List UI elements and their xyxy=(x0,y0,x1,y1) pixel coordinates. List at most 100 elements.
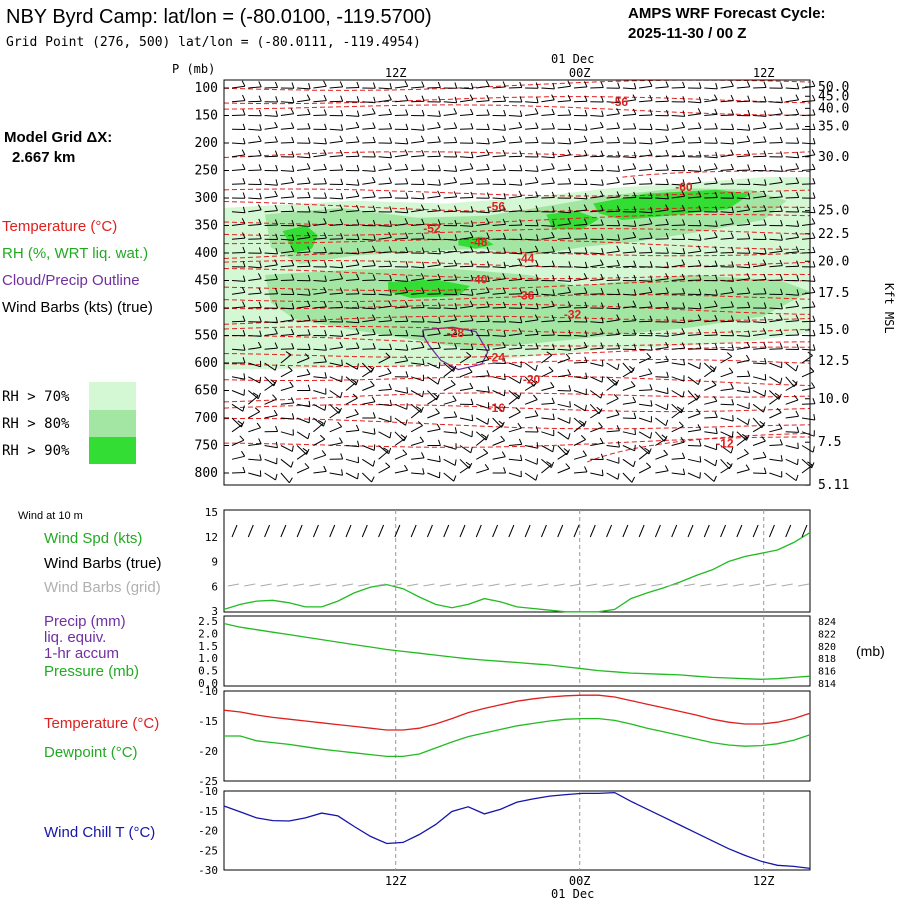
wind-barb xyxy=(687,456,702,463)
wind-barb-flag xyxy=(630,381,636,387)
wind-barb-staff xyxy=(443,279,457,281)
wind-barb-flag xyxy=(355,259,360,266)
wind-barb xyxy=(411,273,425,281)
wind-barb-staff xyxy=(362,431,376,435)
grid-point: Grid Point (276, 500) lat/lon = (-80.011… xyxy=(6,35,421,50)
wind-barb-staff xyxy=(573,238,588,240)
wind-barb-staff xyxy=(508,224,522,226)
wind-barb xyxy=(264,179,278,186)
wind-barb-flag xyxy=(665,204,669,211)
wind-barb-staff xyxy=(476,348,490,351)
wind-barb-flag xyxy=(323,94,327,101)
wind10-barb-true xyxy=(638,524,645,538)
wind-barb xyxy=(329,403,342,414)
wind-barb xyxy=(476,344,490,351)
wind-barb xyxy=(606,108,620,116)
wind-barb xyxy=(704,82,718,90)
wind-barb xyxy=(459,123,474,130)
wind-barb-staff xyxy=(411,140,425,144)
wind-barb xyxy=(524,442,539,449)
wind-barb-flag xyxy=(241,450,246,457)
wind-barb xyxy=(753,164,767,172)
wind-barb-staff xyxy=(427,264,441,268)
wind-barb-staff xyxy=(736,292,750,295)
wind-barb-staff xyxy=(704,400,718,405)
wind-barb-flag xyxy=(714,260,718,267)
wind-barb-staff xyxy=(687,250,701,254)
wind-barb-staff xyxy=(785,99,799,103)
wind-barb xyxy=(264,441,278,449)
wind-barb-staff xyxy=(573,439,586,446)
wind-barb xyxy=(785,260,800,268)
wind-barb xyxy=(394,449,408,460)
wind-barb-staff xyxy=(492,140,506,144)
wind-barb-staff xyxy=(687,265,702,268)
wind-barb-flag xyxy=(795,94,800,101)
wind-barb-staff xyxy=(296,417,310,424)
wind-barb-flag xyxy=(796,206,800,213)
wind-barb-flag xyxy=(666,316,669,323)
wind-barb xyxy=(345,362,359,370)
wind-barb xyxy=(443,96,458,104)
wind-barb-flag xyxy=(780,234,783,241)
wind-barb xyxy=(638,416,652,423)
wind-barb-flag xyxy=(644,447,650,452)
wind-barb-flag xyxy=(567,149,572,156)
wind-barb xyxy=(736,330,751,337)
wind-barb xyxy=(378,289,392,296)
wind-barb-staff xyxy=(704,113,718,116)
wind-barb-staff xyxy=(687,101,702,104)
wind-barb-flag xyxy=(698,234,702,241)
wind-barb-flag xyxy=(632,246,637,253)
wind-barb-staff xyxy=(411,100,425,103)
wind-barb-flag xyxy=(339,135,344,142)
wind-barb-flag xyxy=(433,393,439,398)
wind-barb-staff xyxy=(622,156,636,159)
wind-barb-flag xyxy=(583,273,588,279)
wind-barb-staff xyxy=(687,413,701,419)
wind-barb-flag xyxy=(728,367,734,373)
wind-barb-staff xyxy=(427,333,441,336)
wind-barb-flag xyxy=(355,328,360,334)
wind-barb-staff xyxy=(606,181,620,185)
wind-barb-flag xyxy=(242,232,246,239)
wind-barb-staff xyxy=(297,251,311,254)
wind-barb-flag xyxy=(275,247,278,255)
wind-barb-staff xyxy=(590,126,604,130)
wind-barb-staff xyxy=(345,381,357,391)
wind-barb-staff xyxy=(231,417,242,428)
height-tick-label: 45.0 xyxy=(818,89,849,104)
wind-barb-flag xyxy=(742,433,748,439)
wind-barb xyxy=(769,328,783,336)
wind-barb xyxy=(704,411,718,419)
wind-barb xyxy=(508,204,523,213)
wind-barb-flag xyxy=(420,204,425,211)
wind-barb xyxy=(394,137,409,145)
wind-barb xyxy=(638,447,650,460)
wind-barb-staff xyxy=(378,251,392,254)
wind-barb xyxy=(622,314,637,323)
wind-barb-staff xyxy=(639,237,653,240)
wind-barb-flag xyxy=(339,341,344,348)
wind-barb-staff xyxy=(639,280,653,282)
wind-barb xyxy=(769,234,783,241)
wind-barb-flag xyxy=(665,218,669,225)
wind-barb-staff xyxy=(362,238,376,241)
wind-barb xyxy=(329,330,344,337)
wind-barb xyxy=(639,232,653,240)
wind-barb xyxy=(394,123,409,130)
wind-barb-flag xyxy=(649,192,653,199)
wind-barb-flag xyxy=(650,275,653,282)
wind-barb-flag xyxy=(448,365,455,370)
wind-barb-staff xyxy=(590,347,604,350)
wind-barb-flag xyxy=(584,233,588,239)
wind-barb-staff xyxy=(590,293,604,295)
wind-barb-flag xyxy=(274,150,279,157)
wind-barb xyxy=(345,110,360,117)
wind-barb-staff xyxy=(313,470,327,474)
wind-barb-staff xyxy=(411,155,425,158)
wind-barb-staff xyxy=(313,361,327,364)
wind-barb xyxy=(541,274,555,282)
wind-barb xyxy=(671,247,686,255)
wind-barb-flag xyxy=(600,453,604,460)
